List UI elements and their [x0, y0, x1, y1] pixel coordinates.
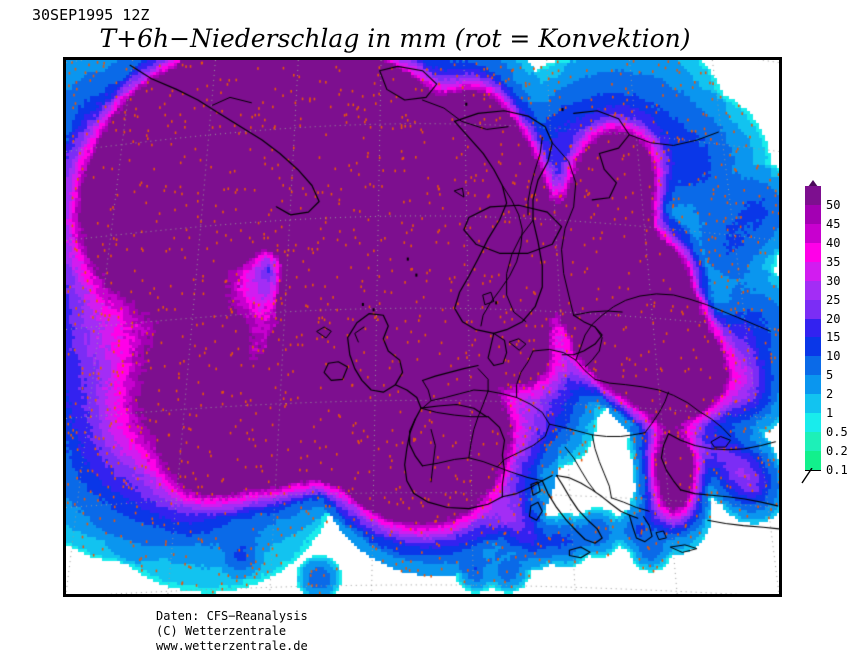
colorbar-band-0.2	[805, 432, 821, 452]
colorbar-label-45: 45	[826, 216, 841, 231]
colorbar-label-20: 20	[826, 311, 841, 326]
colorbar-label-35: 35	[826, 254, 841, 269]
colorbar-label-0.5: 0.5	[826, 425, 848, 440]
credits: Daten: CFS−Reanalysis (C) Wetterzentrale…	[156, 609, 308, 654]
colorbar-label-25: 25	[826, 292, 841, 307]
colorbar-band-25	[805, 280, 821, 301]
colorbar-band-20	[805, 299, 821, 320]
colorbar-label-50: 50	[826, 197, 841, 212]
colorbar-label-10: 10	[826, 349, 841, 364]
precipitation-map[interactable]	[63, 57, 782, 597]
colorbar-band-0.1	[805, 451, 821, 471]
colorbar-label-1: 1	[826, 406, 834, 421]
colorbar-band-2	[805, 375, 821, 395]
date-label: 30SEP1995 12Z	[32, 6, 150, 24]
colorbar-label-5: 5	[826, 368, 834, 383]
credits-line-owner: (C) Wetterzentrale	[156, 624, 287, 638]
credits-line-url[interactable]: www.wetterzentrale.de	[156, 639, 308, 653]
colorbar-band-45	[805, 204, 821, 225]
colorbar-label-30: 30	[826, 273, 841, 288]
colorbar-band-5	[805, 356, 821, 376]
colorbar-band-15	[805, 318, 821, 339]
colorbar-tick-0.1	[805, 470, 821, 471]
map-canvas[interactable]	[66, 60, 779, 594]
colorbar-band-50	[805, 186, 821, 206]
colorbar-band-30	[805, 261, 821, 282]
colorbar-band-35	[805, 242, 821, 263]
colorbar-label-0.2: 0.2	[826, 444, 848, 459]
colorbar-label-2: 2	[826, 387, 834, 402]
colorbar-label-15: 15	[826, 330, 841, 345]
credits-line-data: Daten: CFS−Reanalysis	[156, 609, 308, 623]
colorbar: 50 45 40 35 30 25 20 15 10 5 2 1 0.5 0.2 0.1	[805, 186, 848, 477]
colorbar-band-10	[805, 337, 821, 357]
colorbar-band-40	[805, 223, 821, 244]
colorbar-foot-tick	[800, 467, 814, 484]
colorbar-label-0.1: 0.1	[826, 463, 848, 477]
page-title: T+6h−Niederschlag in mm (rot = Konvektio…	[99, 24, 691, 53]
colorbar-band-0.5	[805, 413, 821, 433]
colorbar-band-1	[805, 394, 821, 414]
colorbar-label-40: 40	[826, 235, 841, 250]
